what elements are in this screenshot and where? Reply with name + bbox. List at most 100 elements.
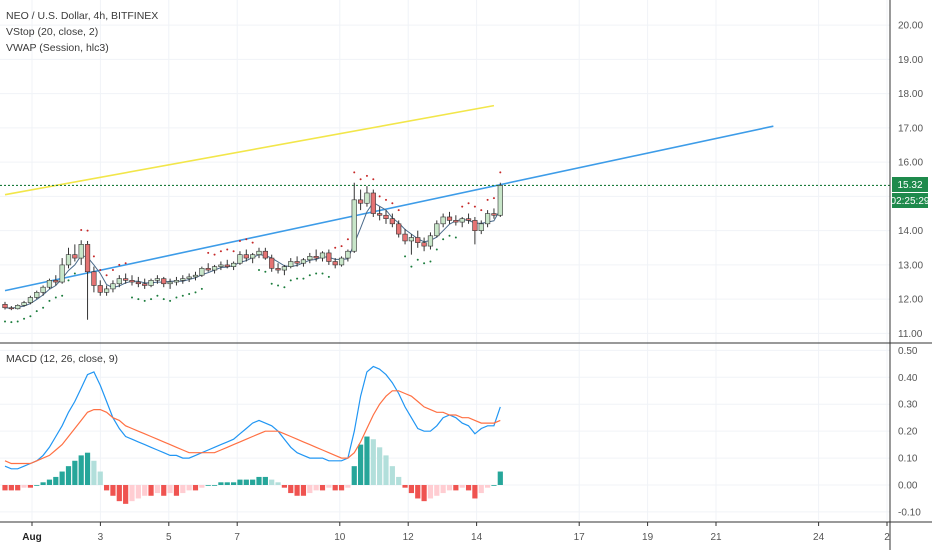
- macd-histogram-bar: [396, 476, 402, 485]
- candle-body: [256, 250, 262, 255]
- vstop-dot: [365, 174, 368, 177]
- time-tick-label: 12: [403, 532, 415, 543]
- vstop-dot: [302, 277, 305, 280]
- vstop-dot: [397, 209, 400, 212]
- macd-indicator-label[interactable]: MACD (12, 26, close, 9): [6, 353, 118, 365]
- vstop-dot: [454, 236, 457, 239]
- signal-line: [4, 390, 501, 465]
- vstop-dot: [435, 248, 438, 251]
- vstop-dot: [480, 209, 483, 212]
- vstop-dot: [492, 197, 495, 200]
- candle-body: [21, 302, 27, 306]
- candle-body: [275, 268, 281, 271]
- vstop-dot: [200, 287, 203, 290]
- candle: [377, 206, 383, 221]
- macd-tick-label: 0.00: [898, 481, 918, 492]
- candle: [262, 247, 268, 260]
- vstop-dot: [131, 296, 133, 299]
- vstop-dot: [213, 253, 216, 256]
- macd-histogram-bar: [110, 485, 116, 496]
- vstop-dot: [23, 317, 26, 320]
- candle-body: [453, 220, 459, 223]
- candle-body: [8, 307, 14, 310]
- candle-body: [383, 214, 389, 219]
- candle: [326, 249, 332, 265]
- price-tick-label: 20.00: [898, 21, 923, 32]
- vstop-dot: [327, 275, 330, 278]
- candle: [402, 228, 408, 245]
- macd-histogram-bar: [326, 485, 332, 488]
- candle-body: [364, 192, 370, 204]
- macd-tick-label: 0.30: [898, 400, 918, 411]
- candle-body: [2, 304, 8, 309]
- trendline: [4, 104, 495, 196]
- vstop-dot: [194, 291, 197, 294]
- time-tick-label: 7: [234, 532, 240, 543]
- candle: [427, 232, 434, 250]
- vwap-indicator-label[interactable]: VWAP (Session, hlc3): [6, 42, 109, 54]
- candle-body: [199, 268, 205, 276]
- candle-body: [110, 283, 116, 290]
- candle-body: [148, 280, 154, 286]
- macd-histogram-bar: [46, 479, 53, 485]
- macd-histogram-bar: [218, 482, 224, 485]
- candle-body: [294, 261, 300, 264]
- macd-histogram-bar: [332, 485, 338, 491]
- candle-body: [319, 252, 326, 259]
- candle-body: [231, 262, 237, 267]
- vstop-indicator-label[interactable]: VStop (20, close, 2): [6, 26, 98, 38]
- vstop-dot: [264, 270, 267, 273]
- macd-histogram-bar: [440, 485, 446, 494]
- macd-histogram-bar: [307, 485, 313, 494]
- candle-body: [288, 261, 294, 267]
- candle-body: [224, 264, 230, 267]
- candle-body: [472, 220, 478, 231]
- macd-tick-label: -0.10: [898, 507, 921, 518]
- candle-body: [237, 254, 243, 264]
- candle: [84, 240, 91, 320]
- vstop-dot: [61, 294, 64, 297]
- candle-body: [357, 199, 364, 204]
- candle: [53, 275, 59, 286]
- candle: [269, 254, 275, 272]
- vstop-dot: [80, 228, 83, 231]
- vstop-dot: [416, 258, 419, 261]
- vstop-dot: [473, 205, 476, 208]
- candle: [434, 220, 440, 238]
- vstop-dot: [232, 250, 235, 253]
- candle: [408, 234, 415, 255]
- symbol-title[interactable]: NEO / U.S. Dollar, 4h, BITFINEX: [6, 10, 158, 22]
- vstop-dot: [207, 251, 210, 254]
- candle-body: [243, 254, 249, 259]
- candle-body: [338, 257, 345, 266]
- candle: [205, 263, 211, 272]
- macd-histogram-bar: [250, 479, 256, 485]
- candle: [173, 276, 180, 286]
- macd-tick-label: 0.20: [898, 427, 918, 438]
- candle-body: [142, 283, 148, 286]
- candle-body: [123, 278, 129, 281]
- macd-histogram-bar: [65, 466, 72, 485]
- vstop-dot: [105, 274, 108, 277]
- macd-histogram-bar: [345, 485, 351, 488]
- candle: [104, 285, 110, 296]
- vstop-dot: [308, 274, 311, 277]
- candle-body: [478, 223, 484, 231]
- vstop-dot: [99, 269, 102, 272]
- candle: [91, 266, 97, 293]
- candle-body: [269, 257, 275, 269]
- macd-histogram-bar: [161, 485, 167, 496]
- vstop-dot: [111, 269, 114, 272]
- candle: [148, 278, 154, 288]
- macd-histogram-bar: [2, 485, 8, 491]
- vstop-dot: [429, 260, 432, 263]
- price-tick-label: 14.00: [898, 226, 923, 237]
- macd-histogram-bar: [167, 485, 173, 494]
- candle-body: [497, 185, 503, 216]
- macd-tick-label: 0.50: [898, 346, 918, 357]
- macd-histogram-bar: [231, 482, 237, 485]
- macd-histogram-bar: [78, 455, 84, 485]
- candle: [338, 256, 345, 267]
- candle-body: [332, 261, 338, 266]
